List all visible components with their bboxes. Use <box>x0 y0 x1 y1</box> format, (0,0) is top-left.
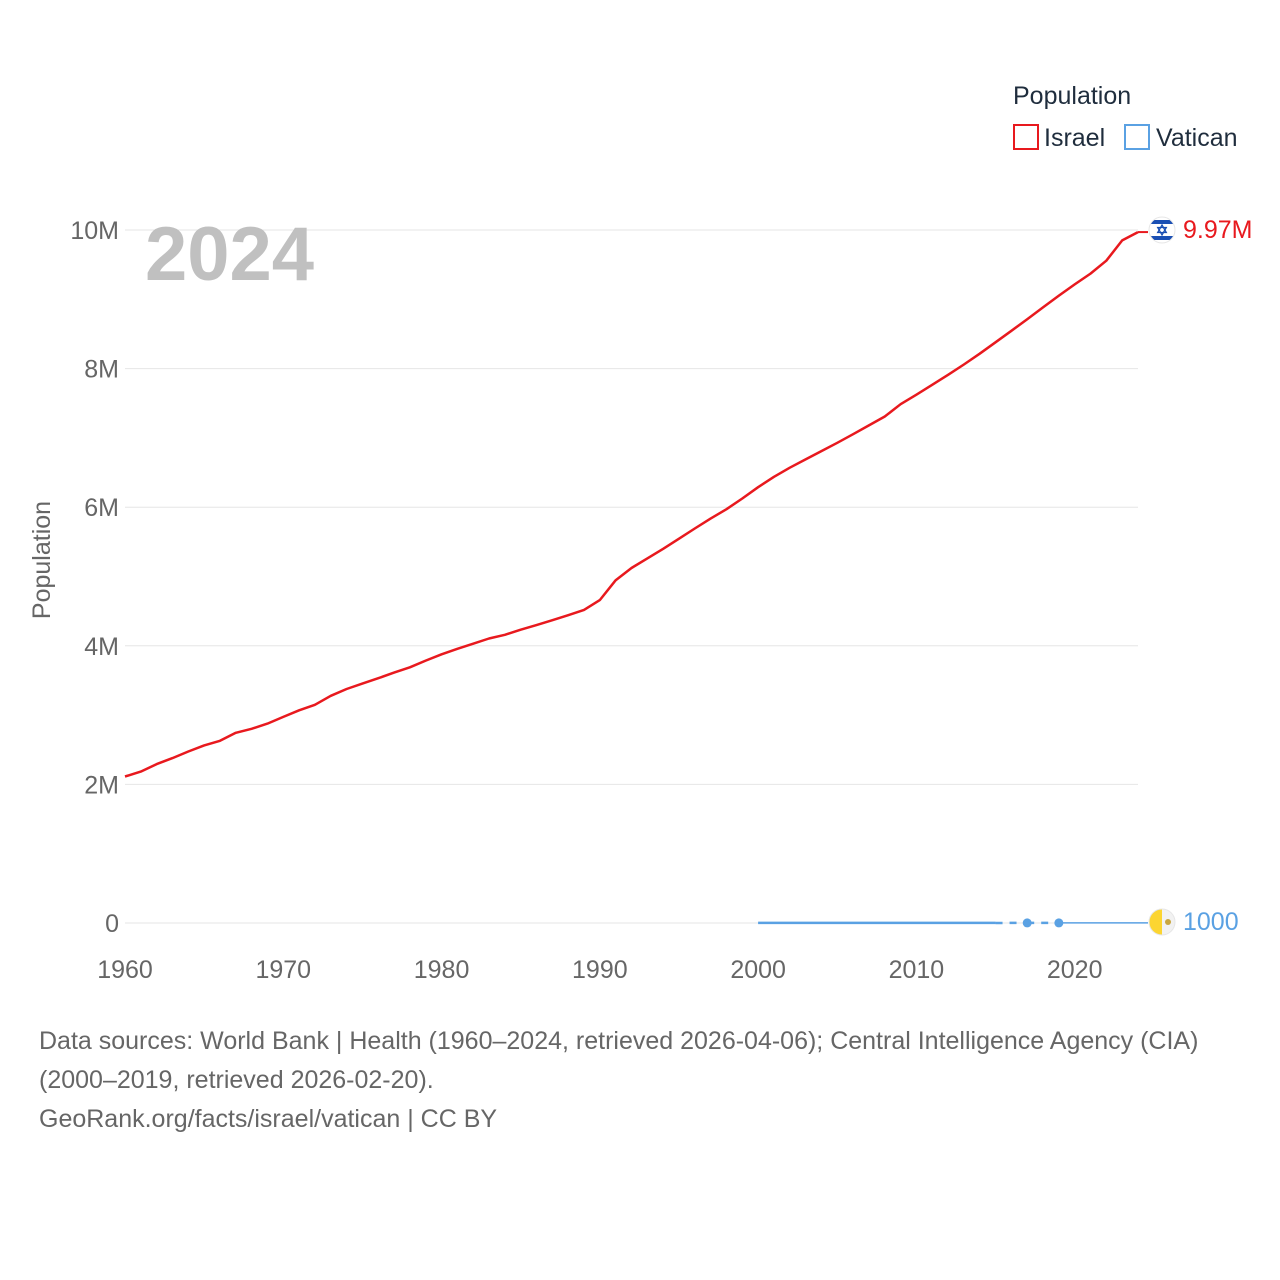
israel-flag-icon <box>1148 216 1176 244</box>
y-tick-label-5: 10M <box>70 217 119 245</box>
legend: Population Israel Vatican <box>1013 82 1238 152</box>
y-axis-title: Population <box>28 501 56 619</box>
y-tick-label-3: 6M <box>84 494 119 522</box>
legend-swatch-vatican <box>1124 124 1150 150</box>
y-tick-label-2: 4M <box>84 633 119 661</box>
y-tick-label-1: 2M <box>84 771 119 799</box>
vatican-end-label: 1000 <box>1183 908 1239 936</box>
legend-title: Population <box>1013 82 1131 110</box>
population-line-chart: 0 2M 4M 6M 8M 10M 1960 1970 1980 1990 2000 2010 2020… <box>28 82 1252 984</box>
y-tick-label-4: 8M <box>84 356 119 384</box>
vatican-point-2017 <box>1022 918 1032 928</box>
x-tick-label-1: 1970 <box>255 956 311 984</box>
x-tick-label-3: 1990 <box>572 956 628 984</box>
legend-item-israel[interactable]: Israel <box>1013 124 1105 152</box>
year-overlay: 2024 <box>145 212 314 297</box>
attribution-link[interactable]: GeoRank.org/facts/israel/vatican | CC BY <box>39 1105 498 1133</box>
legend-label-vatican: Vatican <box>1156 124 1238 152</box>
x-tick-label-4: 2000 <box>730 956 786 984</box>
israel-end-marker: 9.97M <box>1148 216 1252 244</box>
israel-end-label: 9.97M <box>1183 216 1252 244</box>
vatican-point-2019 <box>1054 918 1064 928</box>
legend-label-israel: Israel <box>1044 124 1105 152</box>
israel-series-line <box>124 230 1139 778</box>
vatican-flag-icon <box>1148 908 1176 936</box>
data-sources-footer: Data sources: World Bank | Health (1960–… <box>39 1022 1249 1139</box>
vatican-end-marker: 1000 <box>1148 908 1239 936</box>
x-tick-label-5: 2010 <box>889 956 945 984</box>
x-tick-label-0: 1960 <box>97 956 153 984</box>
legend-swatch-israel <box>1013 124 1039 150</box>
legend-item-vatican[interactable]: Vatican <box>1124 124 1238 152</box>
x-tick-label-6: 2020 <box>1047 956 1103 984</box>
y-tick-label-0: 0 <box>105 910 119 938</box>
data-sources-text: Data sources: World Bank | Health (1960–… <box>39 1027 1199 1094</box>
x-tick-label-2: 1980 <box>414 956 470 984</box>
